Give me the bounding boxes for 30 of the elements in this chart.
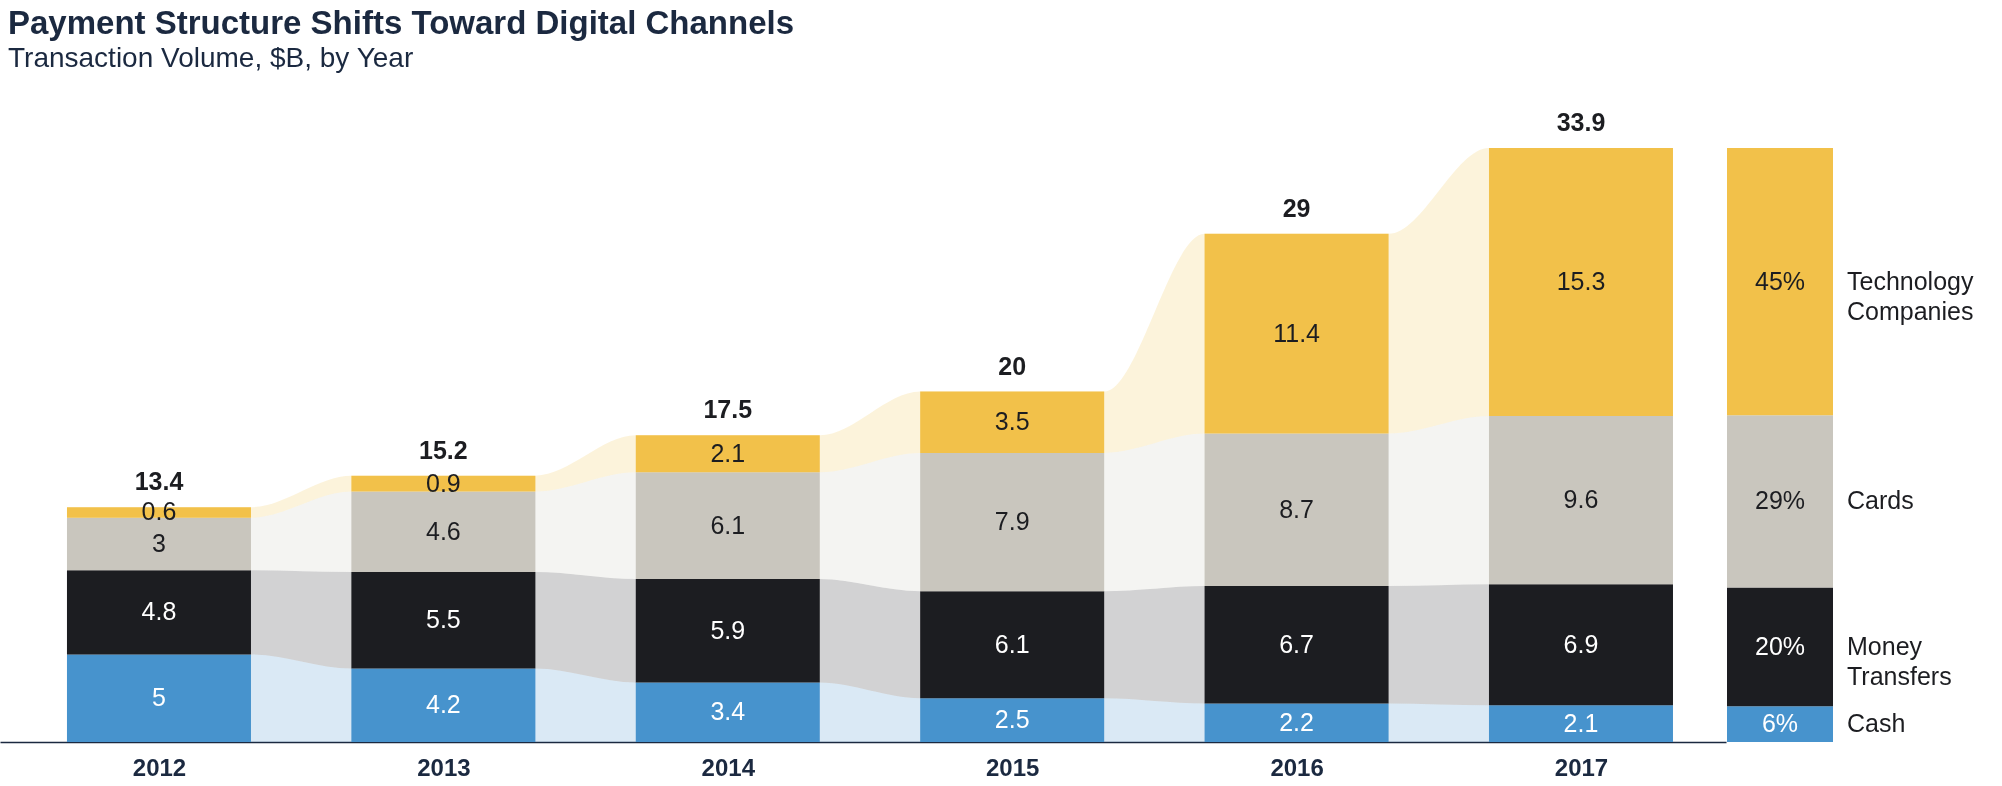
data-label: 45% — [1754, 266, 1806, 295]
data-label: 6% — [1761, 709, 1799, 738]
bar — [1727, 706, 1833, 742]
x-tick-label: 2013 — [417, 753, 471, 781]
data-label: 6.1 — [710, 510, 746, 539]
bar — [1727, 587, 1833, 707]
bar — [920, 698, 1105, 742]
total-label: 33.9 — [1556, 108, 1606, 136]
data-label: 2.5 — [994, 705, 1030, 734]
bar — [1488, 705, 1673, 742]
x-tick-label: 2014 — [701, 753, 756, 781]
x-tick-label: 2017 — [1554, 753, 1609, 781]
chart-subtitle: Transaction Volume, $B, by Year — [8, 42, 414, 73]
bar — [1727, 148, 1833, 416]
x-tick-label: 2012 — [132, 753, 187, 781]
bar — [1204, 703, 1389, 742]
data-label: 2.1 — [1563, 708, 1599, 737]
data-label: 4.6 — [426, 516, 461, 545]
series-label: Cards — [1847, 486, 1914, 515]
series-label: Cash — [1847, 709, 1906, 738]
x-tick-label: 2016 — [1270, 753, 1324, 781]
series-label: Money Transfers — [1847, 631, 1952, 690]
x-tick-label: 2015 — [985, 753, 1040, 781]
series-label: Technology Companies — [1847, 266, 1974, 325]
data-label: 2.2 — [1279, 707, 1314, 736]
bar — [1727, 415, 1833, 588]
data-label: 29% — [1754, 486, 1806, 515]
data-label: 20% — [1754, 631, 1806, 660]
data-label: 3 — [152, 529, 166, 557]
chart-title: Payment Structure Shifts Toward Digital Channels — [8, 4, 795, 41]
